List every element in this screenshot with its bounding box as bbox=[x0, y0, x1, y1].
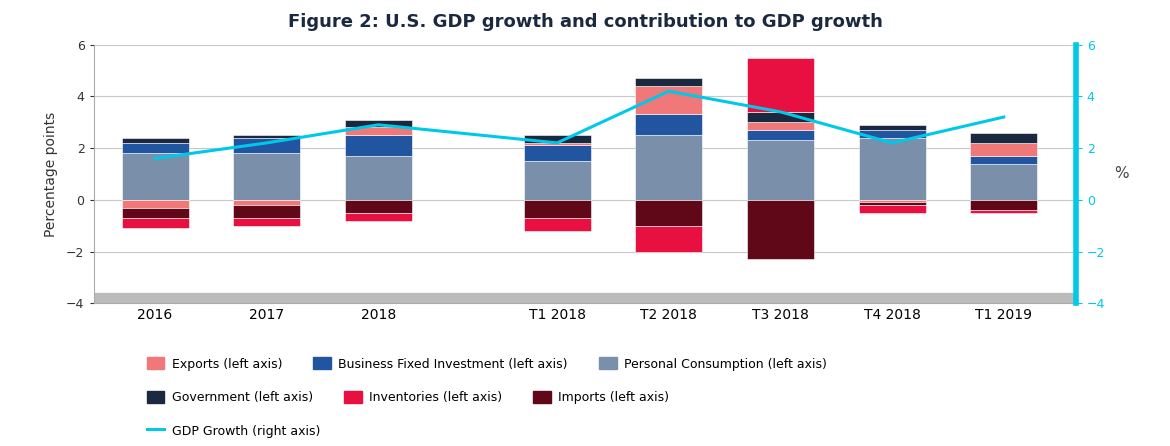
Bar bbox=[970, 200, 1038, 210]
Bar bbox=[345, 200, 412, 213]
Bar bbox=[859, 125, 925, 130]
Bar bbox=[122, 138, 188, 143]
Bar bbox=[233, 138, 301, 153]
Bar bbox=[233, 218, 301, 226]
Bar bbox=[859, 138, 925, 200]
Bar bbox=[523, 135, 591, 143]
Bar bbox=[523, 200, 591, 218]
Bar bbox=[523, 161, 591, 200]
Bar bbox=[859, 200, 925, 202]
Bar bbox=[859, 130, 925, 138]
Text: Figure 2: U.S. GDP growth and contribution to GDP growth: Figure 2: U.S. GDP growth and contributi… bbox=[288, 13, 882, 31]
Bar bbox=[970, 156, 1038, 164]
Bar bbox=[345, 128, 412, 135]
Bar bbox=[122, 218, 188, 228]
Bar bbox=[345, 213, 412, 220]
Bar bbox=[746, 130, 814, 140]
Legend: GDP Growth (right axis): GDP Growth (right axis) bbox=[146, 424, 321, 438]
Bar bbox=[233, 153, 301, 200]
Bar bbox=[746, 58, 814, 112]
Bar bbox=[859, 205, 925, 213]
Bar bbox=[970, 164, 1038, 200]
Bar bbox=[746, 122, 814, 130]
Y-axis label: %: % bbox=[1115, 166, 1129, 182]
Bar bbox=[122, 200, 188, 207]
Bar bbox=[345, 156, 412, 200]
Bar bbox=[746, 200, 814, 259]
Bar bbox=[523, 143, 591, 145]
Bar bbox=[635, 78, 702, 86]
Bar bbox=[970, 143, 1038, 156]
Bar bbox=[635, 115, 702, 135]
Legend: Government (left axis), Inventories (left axis), Imports (left axis): Government (left axis), Inventories (lef… bbox=[146, 391, 669, 404]
Bar bbox=[746, 140, 814, 200]
Bar bbox=[345, 120, 412, 128]
Bar bbox=[122, 143, 188, 153]
Y-axis label: Percentage points: Percentage points bbox=[43, 112, 57, 236]
Bar bbox=[233, 205, 301, 218]
Bar bbox=[970, 132, 1038, 143]
Bar bbox=[746, 112, 814, 122]
Bar bbox=[970, 210, 1038, 213]
Legend: Exports (left axis), Business Fixed Investment (left axis), Personal Consumption: Exports (left axis), Business Fixed Inve… bbox=[146, 357, 827, 371]
Bar bbox=[233, 135, 301, 138]
Bar bbox=[523, 145, 591, 161]
Bar bbox=[635, 135, 702, 200]
Bar bbox=[122, 207, 188, 218]
Bar bbox=[635, 226, 702, 252]
Bar bbox=[635, 86, 702, 115]
Bar bbox=[233, 200, 301, 205]
Bar bbox=[122, 153, 188, 200]
Bar bbox=[859, 202, 925, 205]
Bar bbox=[523, 218, 591, 231]
Bar bbox=[635, 200, 702, 226]
Bar bbox=[94, 293, 1076, 303]
Bar bbox=[345, 135, 412, 156]
